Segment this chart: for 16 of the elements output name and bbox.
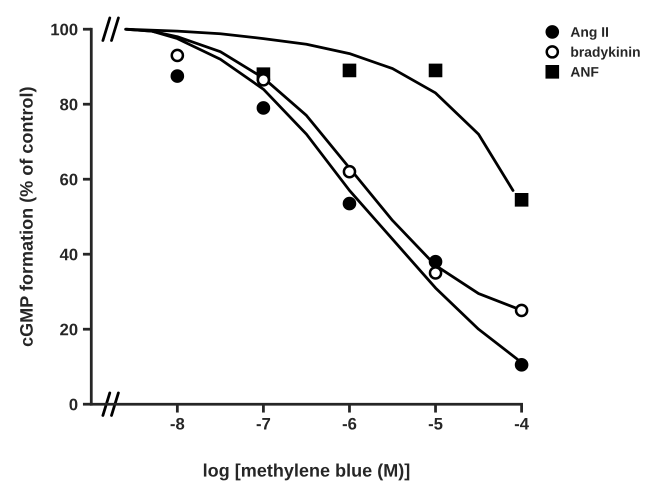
y-tick-label: 40: [60, 248, 78, 260]
legend-label: ANF: [570, 67, 598, 77]
y-tick-label: 80: [60, 98, 78, 110]
x-tick-label: -4: [514, 418, 529, 430]
legend-label: Ang II: [570, 27, 608, 40]
x-tick-label: -7: [256, 418, 270, 430]
y-axis-title: cGMP formation (% of control): [20, 87, 36, 346]
x-axis-title: log [methylene blue (M)]: [204, 463, 410, 480]
legend-label: bradykinin: [571, 46, 640, 60]
y-tick-label: 0: [69, 398, 78, 410]
x-tick-label: -8: [170, 418, 184, 430]
y-tick-label: 20: [60, 324, 78, 336]
x-tick-label: -6: [342, 418, 356, 430]
x-tick-label: -5: [428, 418, 442, 430]
y-tick-label: 60: [60, 174, 78, 186]
y-tick-label: 100: [51, 24, 78, 36]
